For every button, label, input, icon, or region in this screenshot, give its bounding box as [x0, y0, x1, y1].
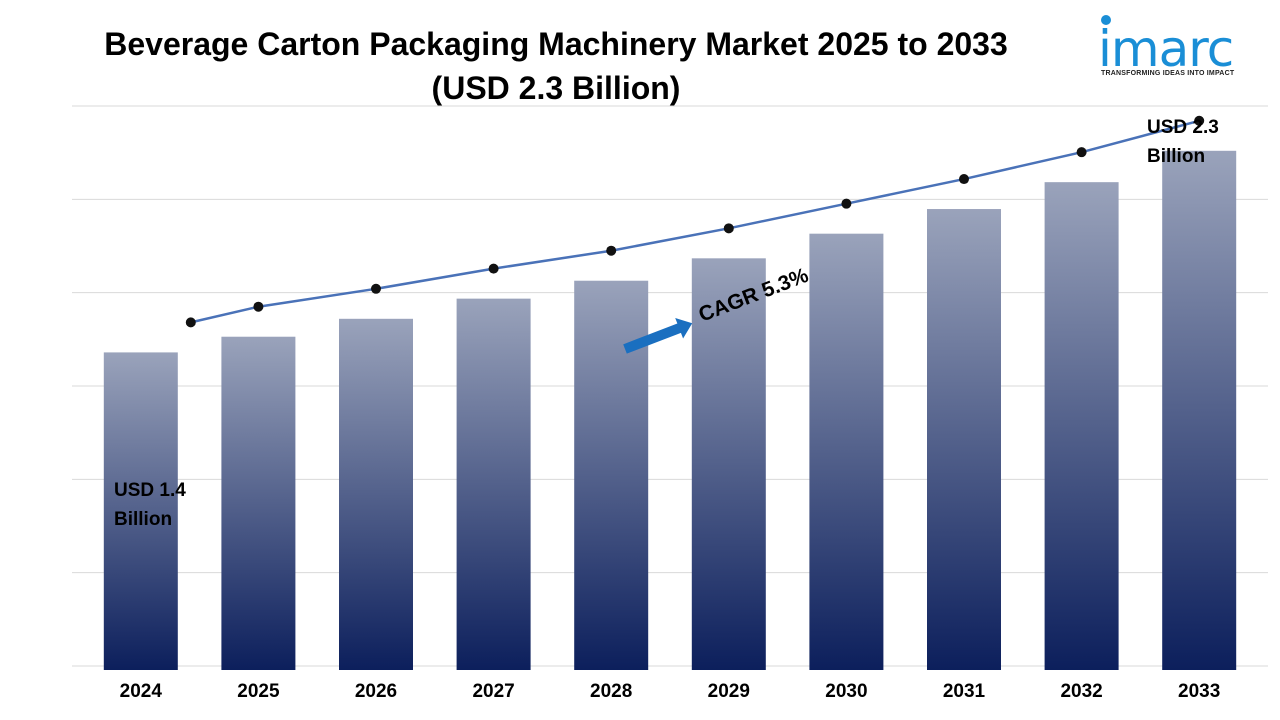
trend-line — [190, 119, 1200, 324]
x-tick-label: 2026 — [355, 681, 397, 702]
trend-marker-2032 — [1076, 147, 1087, 158]
chart-subtitle: (USD 2.3 Billion) — [431, 70, 681, 106]
trend-marker-2029 — [723, 223, 734, 234]
bar-2024 — [103, 352, 178, 670]
end-value-line1: USD 2.3 — [1147, 117, 1219, 138]
chart-title: Beverage Carton Packaging Machinery Mark… — [104, 26, 1008, 62]
trend-marker-2028 — [606, 245, 617, 256]
x-tick-label: 2028 — [590, 681, 632, 702]
logo-wordmark: imarc — [1098, 20, 1234, 78]
trend-marker-2031 — [959, 174, 969, 185]
x-axis-tick-labels: 2024 2025 2026 2027 2028 2029 2030 2031 2032 2033 — [120, 681, 1221, 702]
trend-marker-2024 — [185, 317, 196, 328]
bar-2033 — [1162, 150, 1237, 671]
x-tick-label: 2027 — [472, 681, 514, 702]
bar-2032 — [1044, 182, 1119, 670]
trend-marker-2026 — [371, 283, 381, 294]
end-value-annotation: USD 2.3 Billion — [1147, 117, 1219, 167]
x-tick-label: 2030 — [825, 681, 867, 702]
trend-marker-2027 — [488, 263, 499, 274]
imarc-logo: imarc TRANSFORMING IDEAS INTO IMPACT — [1098, 10, 1258, 82]
cagr-arrow-icon — [623, 317, 693, 354]
x-tick-label: 2033 — [1178, 681, 1220, 702]
trend-line-path — [190, 119, 1200, 324]
logo-dot-icon — [1101, 15, 1111, 25]
start-value-annotation: USD 1.4 Billion — [114, 480, 186, 530]
bar-2026 — [339, 318, 413, 670]
x-tick-label: 2032 — [1060, 681, 1102, 702]
logo-tagline: TRANSFORMING IDEAS INTO IMPACT — [1101, 70, 1235, 77]
bar-2030 — [809, 233, 884, 670]
trend-marker-2030 — [841, 198, 852, 209]
bars — [103, 150, 1237, 671]
start-value-line1: USD 1.4 — [114, 480, 186, 501]
bar-2025 — [221, 336, 296, 670]
bar-2027 — [456, 298, 531, 670]
start-value-line2: Billion — [114, 509, 172, 530]
bar-2029 — [691, 258, 766, 670]
bar-2031 — [927, 209, 1001, 671]
x-tick-label: 2029 — [708, 681, 750, 702]
end-value-line2: Billion — [1147, 146, 1205, 167]
trend-marker-2025 — [253, 301, 264, 312]
x-tick-label: 2024 — [120, 681, 163, 702]
x-tick-label: 2031 — [943, 681, 986, 702]
trend-marker-2033 — [1194, 115, 1205, 126]
trend-markers — [185, 115, 1205, 328]
x-tick-label: 2025 — [237, 681, 280, 702]
